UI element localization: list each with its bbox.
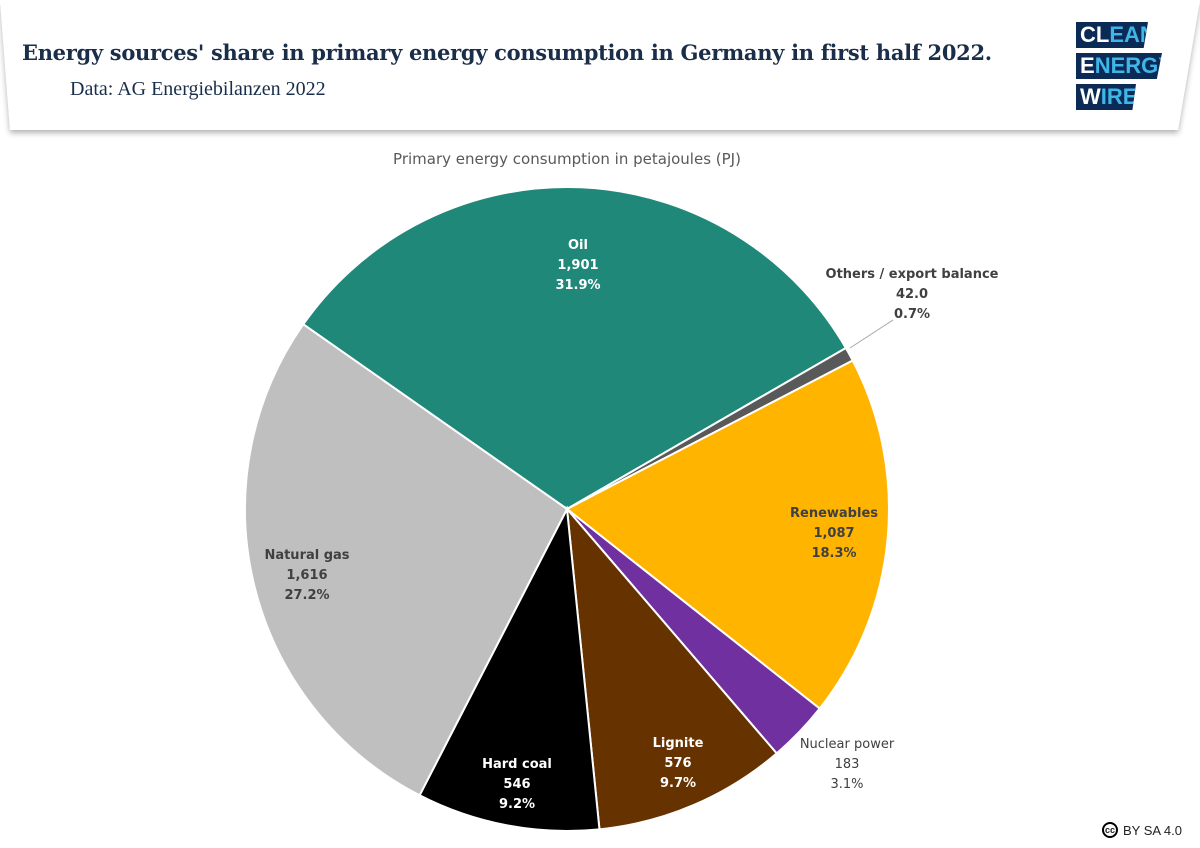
pie-slice-renewables [565,359,890,710]
pie-slice-hard-coal [418,505,601,832]
license: cc BY SA 4.0 [1101,822,1182,838]
label-oil: Oil 1,901 31.9% [555,238,601,293]
label-lignite: Lignite 576 9.7% [652,736,704,791]
pie-slice-oil [301,186,848,511]
label-natural-gas: Natural gas 1,616 27.2% [264,548,350,603]
label-renewables: Renewables 1,087 18.3% [790,506,878,561]
clean-energy-wire-logo: CLEAN ENERGY WIRE [1076,22,1162,115]
pie-slice-lignite [565,505,779,831]
label-nuclear: Nuclear power 183 3.1% [799,737,895,792]
label-hard-coal: Hard coal 546 9.2% [482,757,552,812]
chart-title: Energy sources' share in primary energy … [22,40,992,65]
header: Energy sources' share in primary energy … [0,0,1200,132]
cc-icon: cc [1101,822,1118,838]
header-panel [0,0,1200,130]
label-others: Others / export balance 42.0 0.7% [825,267,999,322]
pie-slice-natural-gas [244,322,569,797]
chart-subtitle: Data: AG Energiebilanzen 2022 [70,78,326,100]
leader-line-others [849,319,894,349]
pie-title: Primary energy consumption in petajoules… [393,150,741,168]
pie [244,186,890,832]
